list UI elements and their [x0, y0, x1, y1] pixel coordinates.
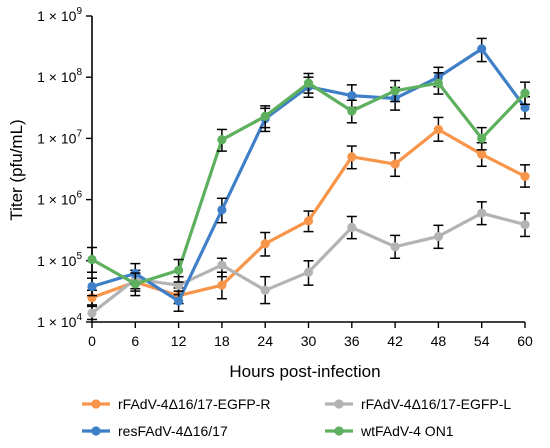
- data-point: [260, 111, 270, 121]
- legend-label: wtFAdV-4 ON1: [360, 423, 454, 439]
- data-point: [217, 260, 227, 270]
- data-point: [87, 308, 97, 318]
- y-axis-title: Titer (pfu/mL): [7, 119, 26, 220]
- series-2: [87, 201, 530, 321]
- data-point: [217, 135, 227, 145]
- legend-swatch-marker: [334, 426, 344, 436]
- data-point: [477, 149, 487, 159]
- y-tick-label: 1 × 105: [37, 251, 82, 269]
- series-line: [91, 81, 527, 286]
- data-point: [520, 88, 530, 98]
- legend-label: rFAdV-4Δ16/17-EGFP-L: [361, 396, 511, 412]
- x-tick-label: 60: [517, 333, 533, 349]
- data-point: [260, 239, 270, 249]
- legend-item-3: resFAdV-4Δ16/17: [82, 423, 228, 439]
- data-point: [347, 152, 357, 162]
- legend-label: resFAdV-4Δ16/17: [118, 423, 228, 439]
- data-point: [130, 279, 140, 289]
- series-layer: [87, 37, 530, 321]
- data-point: [477, 133, 487, 143]
- data-point: [520, 220, 530, 230]
- data-point: [217, 205, 227, 215]
- data-point: [477, 208, 487, 218]
- axes: 0 6 12 18 24 30 36 42 48 54 60 1 × 104 1 × 105 1 × 10…: [37, 6, 533, 349]
- data-point: [303, 216, 314, 226]
- data-point: [477, 44, 487, 54]
- x-tick-label: 6: [131, 333, 139, 349]
- data-point: [303, 267, 314, 277]
- x-tick-label: 18: [214, 333, 230, 349]
- x-tick-label: 0: [88, 333, 96, 349]
- data-point: [174, 296, 184, 306]
- x-tick-label: 30: [301, 333, 317, 349]
- data-point: [433, 124, 443, 135]
- x-tick-label: 54: [474, 333, 490, 349]
- x-tick-label: 36: [344, 333, 360, 349]
- data-point: [347, 91, 357, 101]
- series-4: [87, 72, 530, 297]
- x-tick-label: 42: [387, 333, 403, 349]
- data-point: [174, 280, 184, 290]
- data-point: [520, 171, 530, 181]
- data-point: [433, 231, 443, 242]
- data-point: [347, 106, 357, 116]
- data-point: [390, 242, 400, 252]
- x-axis-title: Hours post-infection: [229, 362, 380, 381]
- data-point: [433, 78, 443, 88]
- data-point: [347, 222, 357, 233]
- legend-swatch-marker: [91, 426, 101, 436]
- legend-swatch-marker: [91, 399, 101, 409]
- y-tick-label: 1 × 108: [37, 67, 82, 85]
- data-point: [217, 280, 227, 290]
- data-point: [390, 86, 400, 96]
- legend-swatch-marker: [334, 399, 344, 409]
- data-point: [87, 281, 97, 292]
- data-point: [303, 78, 314, 88]
- legend: rFAdV-4Δ16/17-EGFP-R rFAdV-4Δ16/17-EGFP-L…: [82, 396, 511, 439]
- legend-item-4: wtFAdV-4 ON1: [325, 423, 454, 439]
- y-tick-label: 1 × 106: [37, 190, 82, 208]
- y-tick-label: 1 × 104: [37, 312, 82, 330]
- x-tick-label: 24: [257, 333, 273, 349]
- legend-item-2: rFAdV-4Δ16/17-EGFP-L: [325, 396, 511, 412]
- data-point: [260, 285, 270, 295]
- data-point: [174, 265, 184, 275]
- x-tick-label: 48: [431, 333, 447, 349]
- y-tick-label: 1 × 107: [37, 128, 82, 146]
- data-point: [520, 102, 530, 113]
- legend-label: rFAdV-4Δ16/17-EGFP-R: [118, 396, 271, 412]
- y-tick-label: 1 × 109: [37, 6, 82, 24]
- x-tick-label: 12: [171, 333, 187, 349]
- data-point: [87, 254, 97, 265]
- legend-item-1: rFAdV-4Δ16/17-EGFP-R: [82, 396, 271, 412]
- data-point: [390, 159, 400, 169]
